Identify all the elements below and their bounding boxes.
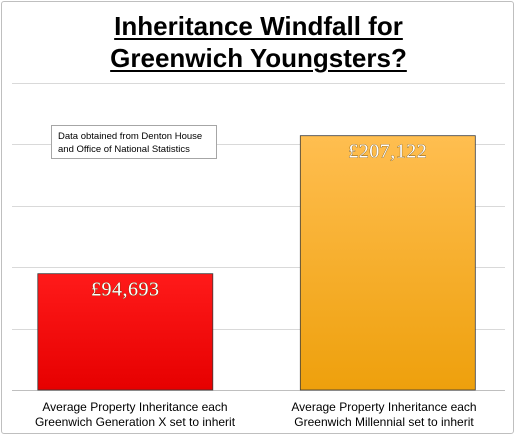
category-label-generation-x-line-2: Greenwich Generation X set to inherit <box>34 415 236 429</box>
category-label-millennial-line-2: Greenwich Millennial set to inherit <box>294 415 474 429</box>
data-label-generation-x: £94,693 <box>91 279 160 301</box>
category-label-millennial: Average Property Inheritance each Greenw… <box>259 400 509 430</box>
annotation-line-2: and Office of National Statistics <box>58 144 190 155</box>
bars <box>37 135 476 391</box>
bar-millennial <box>299 135 476 391</box>
category-label-millennial-line-1: Average Property Inheritance each <box>291 400 477 414</box>
annotation-line-1: Data obtained from Denton House <box>58 131 203 142</box>
bar-chart-plot: £94,693 £207,122 <box>12 83 505 391</box>
data-labels: £94,693 £207,122 <box>91 140 427 301</box>
chart-title-line-2: Greenwich Youngsters? <box>110 43 407 73</box>
chart-title: Inheritance Windfall for Greenwich Young… <box>2 10 513 74</box>
category-label-generation-x: Average Property Inheritance each Greenw… <box>10 400 260 430</box>
category-label-generation-x-line-1: Average Property Inheritance each <box>42 400 228 414</box>
data-label-millennial: £207,122 <box>348 141 427 163</box>
chart-title-line-1: Inheritance Windfall for <box>114 11 403 41</box>
source-annotation: Data obtained from Denton House and Offi… <box>51 125 217 159</box>
bar-generation-x <box>37 273 214 391</box>
